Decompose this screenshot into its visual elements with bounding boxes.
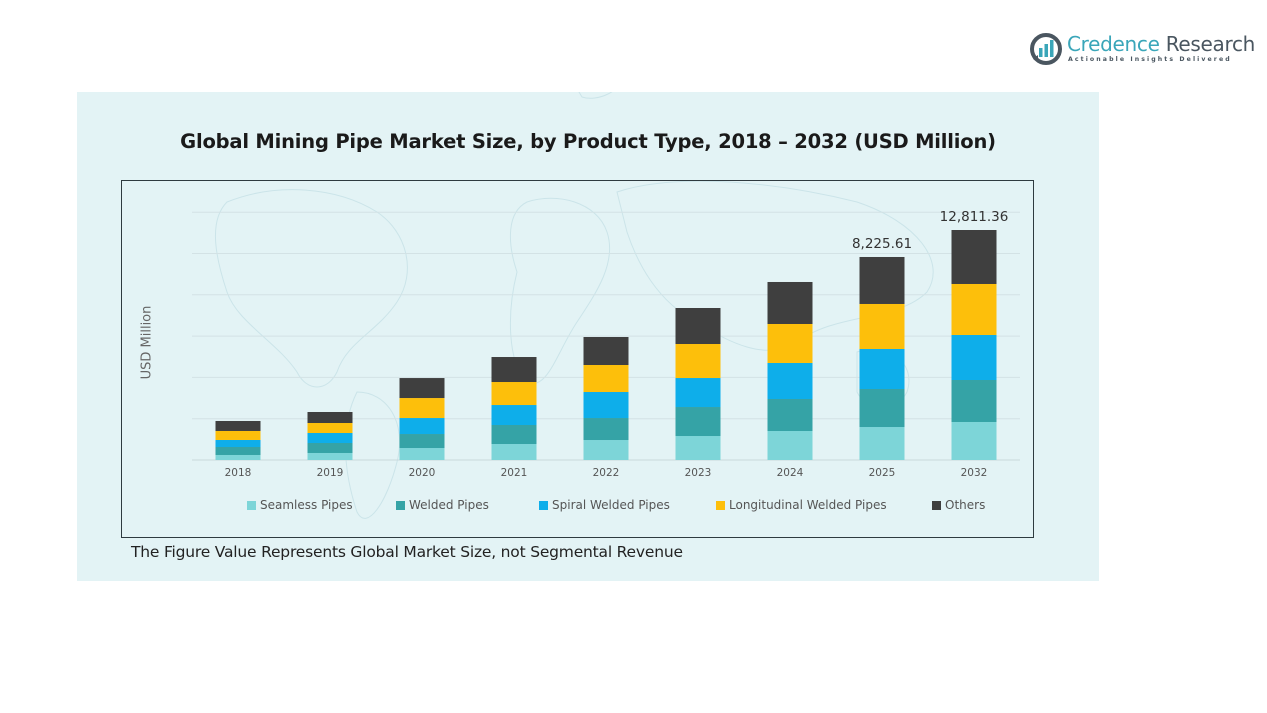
bar-segment-seamless-pipes-2020 (399, 448, 445, 460)
bar-segment-others-2018 (215, 420, 261, 431)
bar-segment-welded-pipes-2032 (951, 380, 997, 422)
bar-segment-others-2019 (307, 411, 353, 424)
bar-segment-welded-pipes-2022 (583, 418, 629, 441)
bar-segment-seamless-pipes-2018 (215, 454, 261, 460)
brand-name-primary: Credence (1067, 32, 1160, 56)
legend-label: Others (945, 498, 986, 512)
legend-item-welded-pipes: Welded Pipes (396, 498, 489, 512)
legend-swatch (932, 500, 941, 510)
legend-swatch (396, 500, 405, 510)
bar-segment-welded-pipes-2024 (767, 398, 813, 432)
data-label-total: 8,225.61 (852, 236, 912, 252)
bar-segment-others-2025 (859, 256, 905, 304)
bar-segment-seamless-pipes-2024 (767, 431, 813, 460)
x-tick-label: 2018 (225, 467, 252, 479)
legend-label: Welded Pipes (409, 498, 489, 512)
legend-label: Spiral Welded Pipes (552, 498, 670, 512)
bar-segment-welded-pipes-2021 (491, 425, 537, 445)
bar-segment-spiral-welded-pipes-2024 (767, 362, 813, 399)
x-tick-label: 2020 (409, 467, 436, 479)
brand-name: Credence Research (1067, 32, 1255, 56)
bar-segment-spiral-welded-pipes-2032 (951, 334, 997, 380)
legend-item-seamless-pipes: Seamless Pipes (247, 498, 353, 512)
bar-segment-longitudinal-welded-pipes-2025 (859, 303, 905, 349)
bar-segment-spiral-welded-pipes-2025 (859, 348, 905, 389)
bar-segment-seamless-pipes-2025 (859, 427, 905, 460)
bar-segment-longitudinal-welded-pipes-2032 (951, 283, 997, 335)
bar-segment-welded-pipes-2023 (675, 407, 721, 437)
x-tick-label: 2032 (961, 467, 988, 479)
bar-segment-seamless-pipes-2022 (583, 440, 629, 460)
legend-item-longitudinal-welded-pipes: Longitudinal Welded Pipes (716, 498, 887, 512)
footnote: The Figure Value Represents Global Marke… (131, 543, 683, 561)
bar-segment-others-2032 (951, 230, 997, 284)
bar-segment-seamless-pipes-2023 (675, 436, 721, 460)
bar-segment-welded-pipes-2019 (307, 442, 353, 453)
bar-segment-spiral-welded-pipes-2022 (583, 392, 629, 419)
brand-tagline: Actionable Insights Delivered (1068, 56, 1232, 63)
bar-segment-seamless-pipes-2021 (491, 444, 537, 460)
bar-segment-spiral-welded-pipes-2020 (399, 418, 445, 435)
legend-label: Longitudinal Welded Pipes (729, 498, 887, 512)
bar-segment-longitudinal-welded-pipes-2024 (767, 323, 813, 363)
legend-swatch (247, 500, 256, 510)
bar-segment-others-2023 (675, 308, 721, 345)
bar-segment-spiral-welded-pipes-2021 (491, 405, 537, 426)
bar-segment-seamless-pipes-2032 (951, 421, 997, 460)
legend-label: Seamless Pipes (260, 498, 353, 512)
logo-icon (1030, 33, 1062, 65)
x-tick-label: 2023 (685, 467, 712, 479)
brand-logo: Credence Research Actionable Insights De… (1030, 31, 1255, 67)
bar-segment-welded-pipes-2025 (859, 388, 905, 428)
brand-name-secondary: Research (1159, 32, 1256, 56)
x-tick-label: 2024 (777, 467, 804, 479)
legend-swatch (539, 500, 548, 510)
bar-segment-others-2024 (767, 281, 813, 324)
bar-segment-spiral-welded-pipes-2019 (307, 433, 353, 443)
x-tick-label: 2022 (593, 467, 620, 479)
x-tick-label: 2021 (501, 467, 528, 479)
chart-title: Global Mining Pipe Market Size, by Produ… (180, 130, 996, 153)
bar-segment-longitudinal-welded-pipes-2023 (675, 344, 721, 379)
bar-segment-longitudinal-welded-pipes-2018 (215, 430, 261, 440)
bar-segment-welded-pipes-2020 (399, 434, 445, 449)
x-tick-label: 2025 (869, 467, 896, 479)
bar-segment-longitudinal-welded-pipes-2022 (583, 365, 629, 393)
bar-segment-longitudinal-welded-pipes-2020 (399, 398, 445, 419)
bar-segment-welded-pipes-2018 (215, 446, 261, 455)
bar-segment-seamless-pipes-2019 (307, 452, 353, 460)
bar-segment-longitudinal-welded-pipes-2019 (307, 423, 353, 434)
bar-segment-longitudinal-welded-pipes-2021 (491, 382, 537, 406)
chart-legend: Seamless Pipes Welded Pipes Spiral Welded … (0, 498, 1267, 514)
x-tick-label: 2019 (317, 467, 344, 479)
bar-segment-others-2021 (491, 357, 537, 383)
legend-item-spiral-welded-pipes: Spiral Welded Pipes (539, 498, 670, 512)
bar-segment-spiral-welded-pipes-2018 (215, 439, 261, 447)
bar-segment-others-2020 (399, 378, 445, 399)
legend-item-others: Others (932, 498, 985, 512)
bar-segment-spiral-welded-pipes-2023 (675, 378, 721, 408)
data-label-total: 12,811.36 (940, 209, 1009, 225)
legend-swatch (716, 500, 725, 510)
bar-segment-others-2022 (583, 336, 629, 366)
chart-frame (121, 180, 1034, 538)
